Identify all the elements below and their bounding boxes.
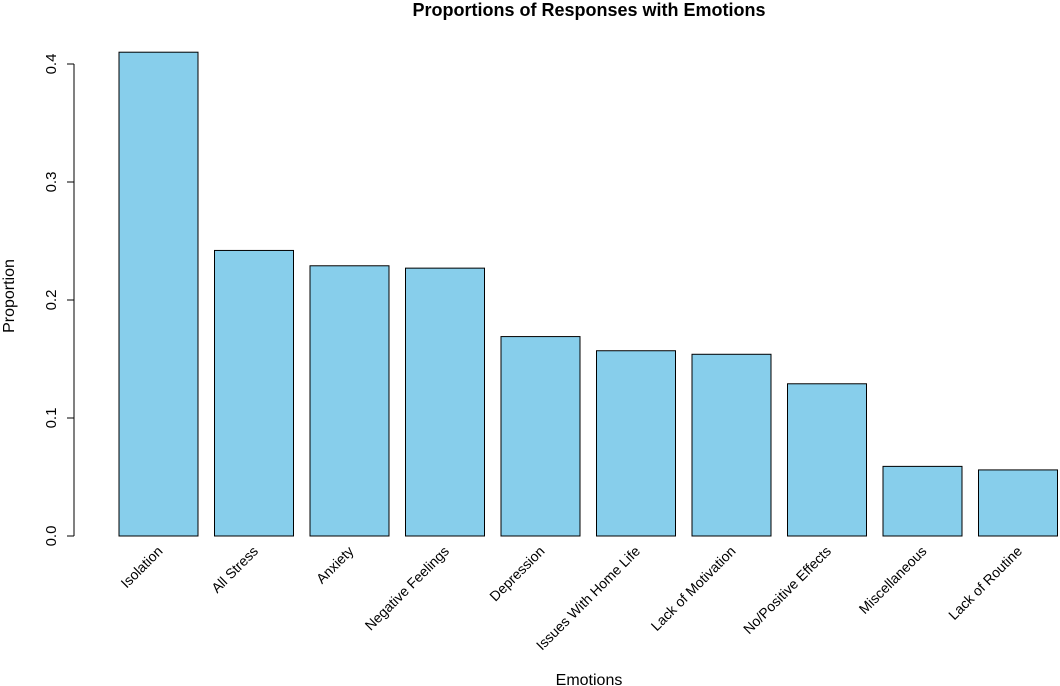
x-category-label: No/Positive Effects bbox=[740, 543, 834, 637]
bar-miscellaneous bbox=[882, 465, 963, 537]
y-tick-label: 0.2 bbox=[43, 290, 60, 311]
bars-group bbox=[118, 51, 1058, 537]
bar-lack-of-motivation bbox=[691, 353, 772, 537]
y-tick-label: 0.4 bbox=[43, 54, 60, 75]
bar-lack-of-routine bbox=[978, 469, 1058, 537]
bar-negative-feelings bbox=[405, 267, 485, 537]
x-category-label: Negative Feelings bbox=[362, 543, 453, 634]
bar-no-positive-effects bbox=[787, 383, 867, 537]
bar-isolation bbox=[118, 51, 199, 537]
x-category-label: Lack of Routine bbox=[945, 543, 1025, 623]
x-category-label: Miscellaneous bbox=[856, 543, 930, 617]
x-axis-label: Emotions bbox=[556, 672, 623, 686]
y-axis-label: Proportion bbox=[1, 259, 18, 333]
x-category-label: Issues With Home Life bbox=[533, 543, 643, 653]
y-tick-label: 0.3 bbox=[43, 172, 60, 193]
bar-all-stress bbox=[214, 249, 294, 537]
x-category-label: All Stress bbox=[208, 543, 261, 596]
x-category-label: Isolation bbox=[117, 543, 165, 591]
x-category-labels: Isolation All Stress Anxiety Negative Feeli… bbox=[117, 543, 1025, 653]
y-axis: 0.0 0.1 0.2 0.3 0.4 bbox=[43, 54, 75, 547]
x-category-label: Depression bbox=[486, 543, 547, 604]
x-category-label: Lack of Motivation bbox=[648, 543, 739, 634]
x-category-label: Anxiety bbox=[313, 543, 357, 587]
y-tick-label: 0.1 bbox=[43, 408, 60, 429]
bar-anxiety bbox=[309, 265, 390, 537]
chart-title: Proportions of Responses with Emotions bbox=[412, 0, 765, 20]
y-tick-label: 0.0 bbox=[43, 526, 60, 547]
bar-depression bbox=[500, 336, 581, 537]
bar-issues-with-home-life bbox=[596, 350, 676, 537]
